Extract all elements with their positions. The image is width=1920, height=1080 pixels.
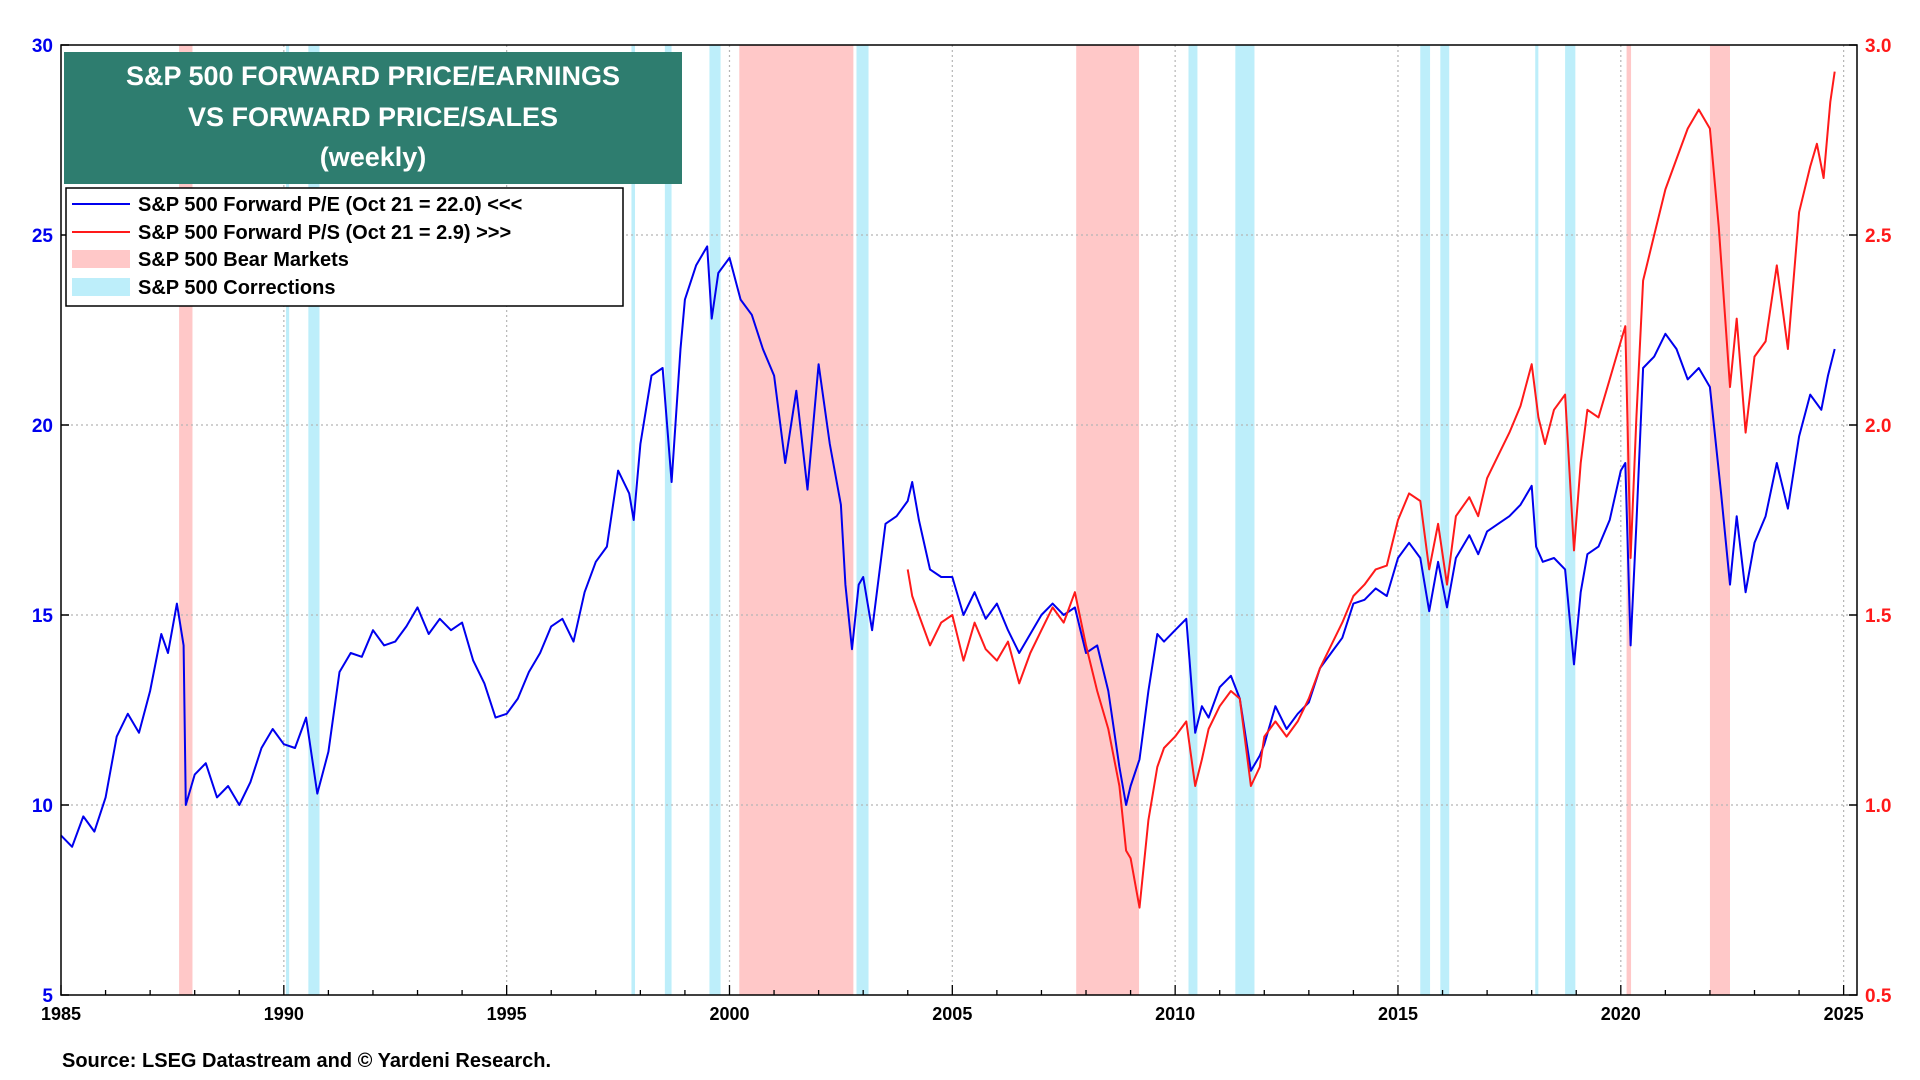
chart-title-line-3: (weekly) xyxy=(320,142,427,172)
plot-frame xyxy=(60,44,1858,996)
x-tick-label: 1995 xyxy=(487,1004,527,1024)
right-tick-label: 1.0 xyxy=(1865,796,1891,817)
legend-frame xyxy=(65,187,624,307)
chart-title-line-2: VS FORWARD PRICE/SALES xyxy=(188,102,558,132)
series-layer xyxy=(60,71,1836,909)
correction-band xyxy=(664,45,672,995)
forward-pe-line xyxy=(60,245,1836,848)
left-tick-label: 5 xyxy=(42,986,53,1007)
x-tick-label: 2020 xyxy=(1601,1004,1641,1024)
left-axis: 5 10 15 20 25 30 xyxy=(32,36,69,1007)
right-tick-label: 0.5 xyxy=(1865,986,1892,1007)
x-tick-label: 1990 xyxy=(264,1004,304,1024)
right-tick-label: 3.0 xyxy=(1865,36,1891,57)
correction-band xyxy=(286,45,290,995)
x-tick-label: 2010 xyxy=(1155,1004,1195,1024)
x-axis: 1985 1990 1995 2000 2005 2010 2015 2020 2025 xyxy=(41,985,1864,1024)
correction-band xyxy=(1440,45,1450,995)
title-box: S&P 500 FORWARD PRICE/EARNINGS VS FORWAR… xyxy=(64,52,682,184)
correction-band xyxy=(856,45,869,995)
right-tick-label: 2.5 xyxy=(1865,226,1892,247)
legend-label-pe: S&P 500 Forward P/E (Oct 21 = 22.0) <<< xyxy=(138,194,522,216)
correction-band xyxy=(1565,45,1576,995)
x-tick-label: 2025 xyxy=(1824,1004,1864,1024)
forward-ps-line xyxy=(906,71,1836,909)
legend-label-ps: S&P 500 Forward P/S (Oct 21 = 2.9) >>> xyxy=(138,222,511,244)
correction-band xyxy=(709,45,721,995)
correction-band xyxy=(1535,45,1539,995)
x-tick-label: 2015 xyxy=(1378,1004,1418,1024)
chart-title-line-1: S&P 500 FORWARD PRICE/EARNINGS xyxy=(126,61,620,91)
right-tick-label: 1.5 xyxy=(1865,606,1892,627)
legend-label-corrections: S&P 500 Corrections xyxy=(138,277,336,299)
left-tick-label: 10 xyxy=(32,796,53,817)
correction-band xyxy=(308,45,320,995)
bear-market-band xyxy=(1076,45,1140,995)
shaded-bands xyxy=(179,45,1730,995)
left-tick-label: 30 xyxy=(32,36,53,57)
correction-band xyxy=(1188,45,1198,995)
right-axis: 0.5 1.0 1.5 2.0 2.5 3.0 xyxy=(1849,36,1892,1007)
legend: S&P 500 Forward P/E (Oct 21 = 22.0) <<< … xyxy=(65,187,624,307)
legend-label-bear: S&P 500 Bear Markets xyxy=(138,249,349,271)
x-tick-label: 1985 xyxy=(41,1004,81,1024)
correction-band xyxy=(1420,45,1431,995)
bear-market-band xyxy=(739,45,854,995)
title-background xyxy=(64,52,682,184)
bear-market-band xyxy=(1709,45,1730,995)
correction-band xyxy=(1235,45,1255,995)
x-tick-label: 2005 xyxy=(932,1004,972,1024)
left-tick-label: 20 xyxy=(32,416,53,437)
left-tick-label: 25 xyxy=(32,226,54,247)
legend-swatch-bear xyxy=(72,250,130,268)
right-tick-label: 2.0 xyxy=(1865,416,1891,437)
source-note: Source: LSEG Datastream and © Yardeni Re… xyxy=(62,1050,551,1072)
left-tick-label: 15 xyxy=(32,606,54,627)
x-tick-label: 2000 xyxy=(709,1004,749,1024)
legend-swatch-corrections xyxy=(72,278,130,296)
